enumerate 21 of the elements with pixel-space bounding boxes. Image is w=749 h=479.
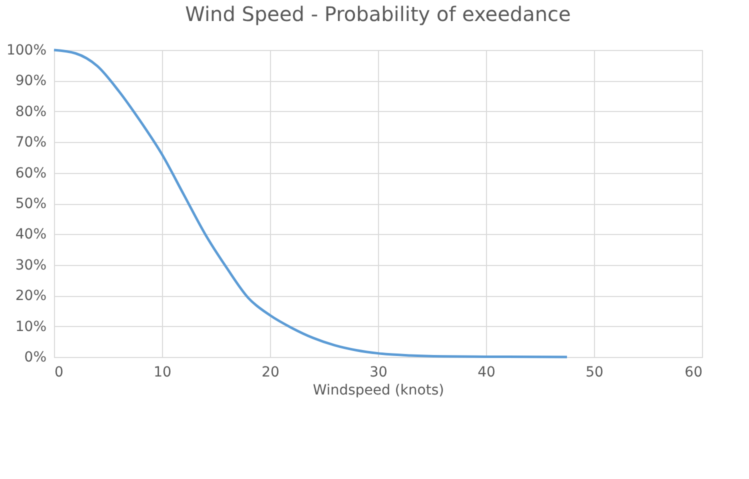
x-tick-label: 60 [684,364,702,380]
x-tick-label: 40 [478,364,496,380]
y-tick-label: 80% [15,104,46,120]
y-tick-label: 30% [15,257,46,274]
y-tick-label: 0% [24,350,46,366]
x-tick-label: 10 [154,364,172,380]
line-series [52,48,568,358]
y-tick-label: 60% [15,165,46,182]
y-tick-label: 70% [15,134,46,151]
y-tick-label: 100% [6,42,46,58]
y-tick-label: 50% [15,196,46,212]
x-axis-title: Windspeed (knots) [312,382,444,398]
x-tick-label: 30 [370,364,388,380]
x-tick-label: 20 [262,364,280,380]
chart-title: Wind Speed - Probability of exeedance [185,2,571,26]
y-tick-label: 90% [15,73,46,90]
y-tick-label: 20% [15,288,46,304]
x-tick-label: 0 [54,364,64,380]
y-tick-label: 40% [15,226,46,243]
y-tick-label: 10% [15,318,46,335]
x-tick-label: 50 [586,364,604,380]
